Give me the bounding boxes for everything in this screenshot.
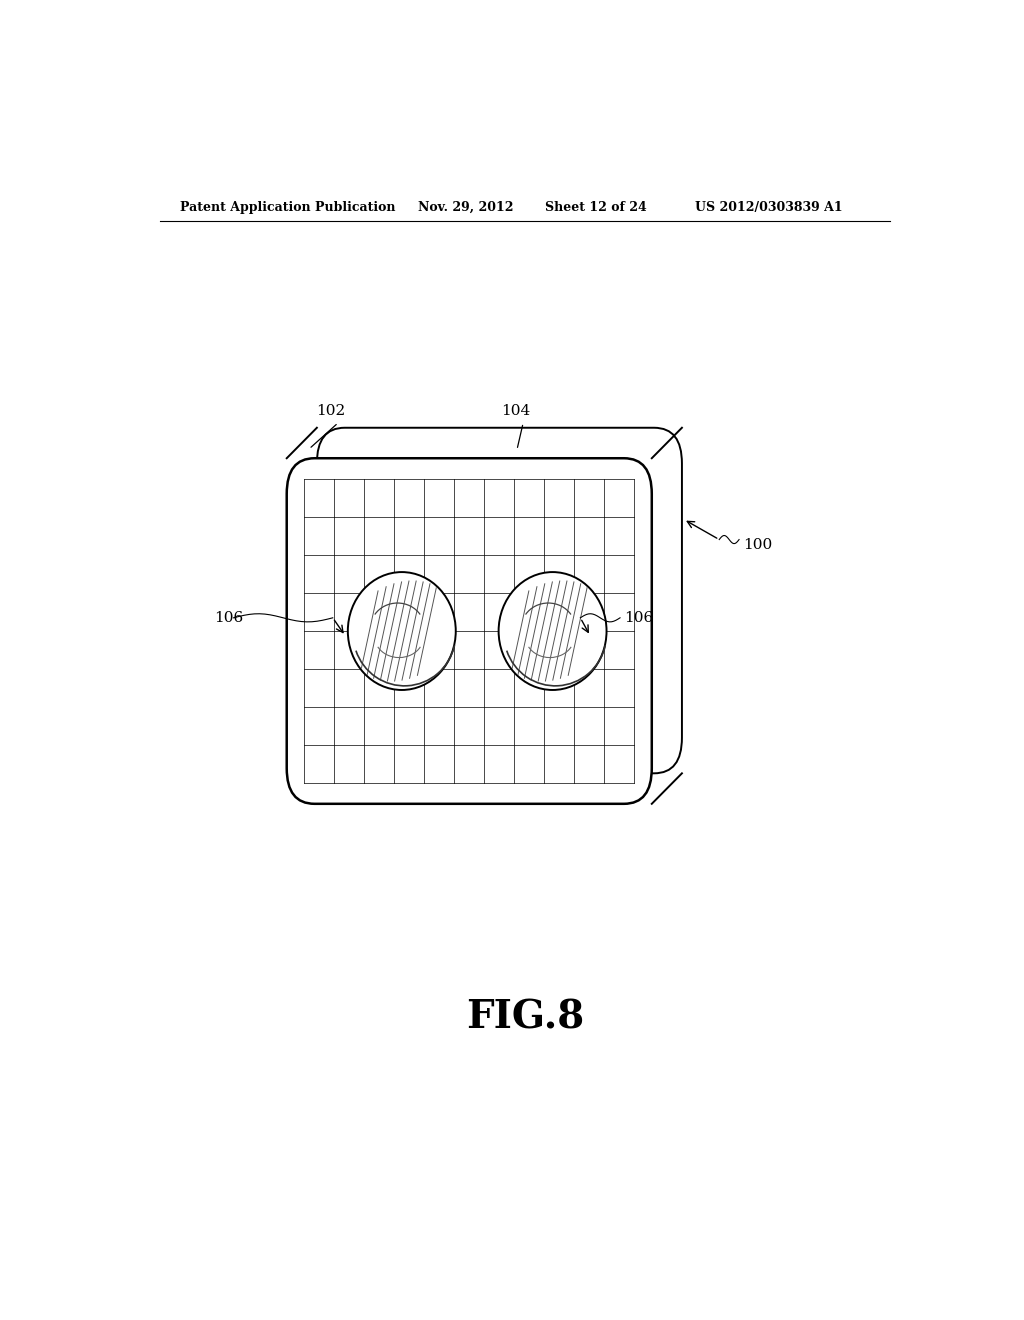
Ellipse shape [348,572,456,690]
Text: 104: 104 [501,404,529,417]
Text: 100: 100 [743,537,772,552]
Ellipse shape [499,572,606,690]
FancyBboxPatch shape [287,458,652,804]
Text: Sheet 12 of 24: Sheet 12 of 24 [545,201,646,214]
Text: 106: 106 [214,611,243,624]
Text: US 2012/0303839 A1: US 2012/0303839 A1 [695,201,843,214]
Text: FIG.8: FIG.8 [466,998,584,1036]
Text: 102: 102 [315,404,345,417]
Text: 106: 106 [624,611,653,624]
Text: Patent Application Publication: Patent Application Publication [179,201,395,214]
FancyBboxPatch shape [316,428,682,774]
Text: Nov. 29, 2012: Nov. 29, 2012 [418,201,513,214]
